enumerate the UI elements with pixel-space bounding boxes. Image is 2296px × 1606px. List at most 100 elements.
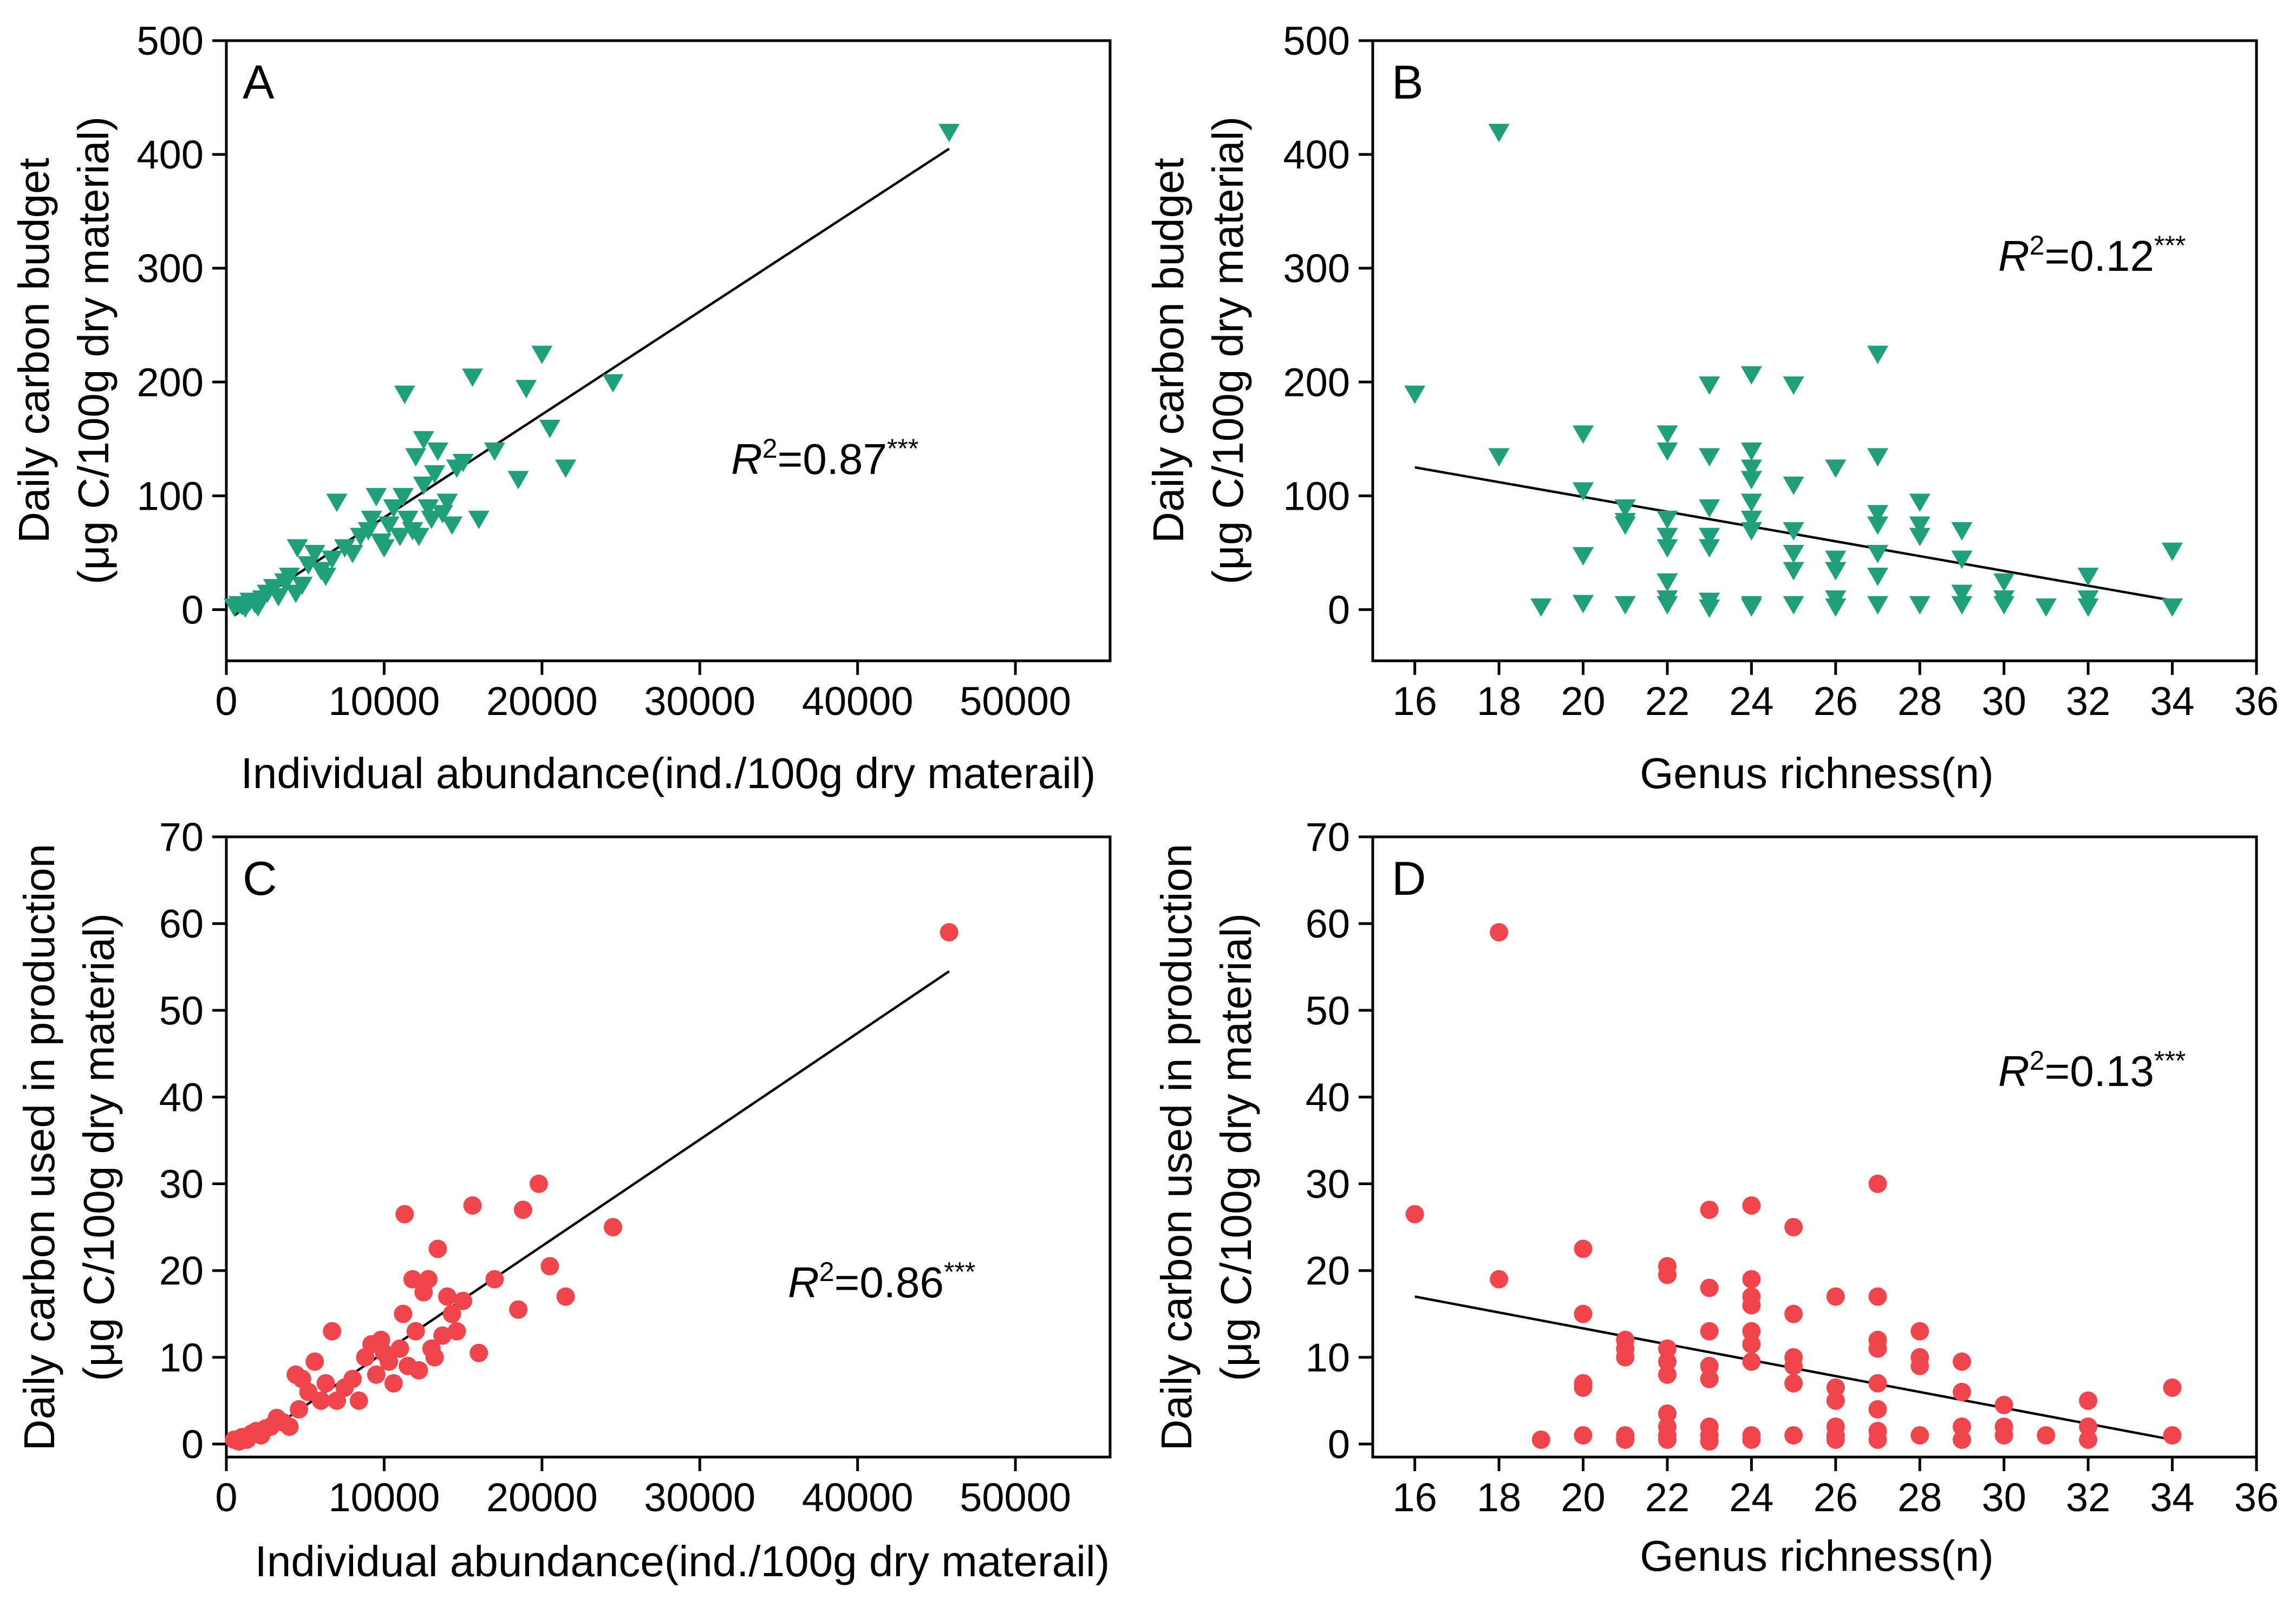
panel-a-r2-annotation: R2=0.87***: [731, 433, 918, 483]
panel-c-x-tick-label: 40000: [802, 1475, 914, 1520]
panel-c-y-tick-label: 30: [159, 1162, 204, 1207]
panel-d-data-point: [1784, 1426, 1803, 1445]
panel-d-axes-frame: [1371, 835, 2258, 1459]
panel-d-data-point: [2079, 1417, 2098, 1436]
panel-a-data-point: [361, 510, 382, 529]
panel-d-y-tick-label: 70: [1306, 815, 1350, 860]
panel-a-data-point: [555, 459, 577, 478]
panel-c-tick-labels: 0 10000 20000 30000 40000 50000 0 10 20 30 40 50 60 7…: [159, 815, 1071, 1520]
panel-d-data-point: [1742, 1296, 1761, 1315]
panel-b-data-point: [1783, 544, 1804, 563]
panel-b-data-point: [1573, 595, 1594, 614]
panel-c-data-point: [428, 1239, 447, 1258]
panel-a-y-axis-title-line1: Daily carbon budget: [10, 158, 58, 543]
panel-b-data-point: [1656, 510, 1678, 529]
panel-c: 0 10000 20000 30000 40000 50000 0 10 20 30 40 50 60 7…: [15, 815, 1112, 1585]
panel-c-x-tick-label: 10000: [329, 1475, 440, 1520]
panel-d-y-tick-label: 50: [1306, 988, 1350, 1033]
panel-d-x-tick-label: 18: [1477, 1475, 1521, 1520]
panel-d-ticks: [1359, 835, 2258, 1471]
panel-d-x-tick-label: 26: [1814, 1475, 1858, 1520]
panel-d-tick-labels: 16 18 20 22 24 26 28 30 32 34 36 0 10 20 30 40 50 60 70: [1306, 815, 2279, 1520]
panel-b-data-point: [1993, 573, 2015, 592]
panel-d-data-point: [1658, 1404, 1677, 1423]
panel-c-y-tick-label: 60: [159, 901, 204, 946]
panel-c-x-tick-label: 20000: [486, 1475, 598, 1520]
panel-b-data-point: [1656, 539, 1678, 558]
panel-b-data-point: [1740, 510, 1762, 529]
panel-a-data-point: [342, 544, 363, 563]
panel-d-data-point: [1574, 1239, 1593, 1258]
panel-a-data-point: [321, 550, 343, 569]
panel-a-data-point: [408, 528, 430, 547]
panel-c-data-point: [343, 1369, 362, 1388]
panel-c-y-tick-label: 40: [159, 1075, 204, 1120]
panel-d-x-tick-label: 22: [1645, 1475, 1690, 1520]
panel-a-ticks: [212, 39, 1017, 675]
panel-b-r2-exponent: 2: [2030, 230, 2045, 261]
panel-a-r2-symbol: R: [731, 435, 762, 483]
panel-b-data-point: [1825, 598, 1847, 617]
panel-b-data-point: [1783, 562, 1804, 581]
panel-c-r2-significance: ***: [944, 1257, 975, 1287]
panel-d-data-point: [1994, 1426, 2013, 1445]
panel-c-data-point: [469, 1343, 488, 1362]
panel-d-data-point: [1700, 1322, 1719, 1341]
panel-a-data-point: [452, 453, 474, 472]
panel-b-data-point: [1699, 448, 1720, 467]
panel-b-y-tick-label: 500: [1283, 18, 1350, 63]
panel-b-data-point: [1614, 516, 1636, 535]
panel-d-data-point: [1700, 1356, 1719, 1375]
panel-b-data-point: [1699, 599, 1720, 618]
panel-b-data-point: [1614, 596, 1636, 615]
panel-a-data-point: [286, 539, 308, 558]
panel-d-points: [1405, 923, 2182, 1451]
panel-c-x-axis-title: Individual abundance(ind./100g dry mater…: [255, 1537, 1110, 1585]
panel-b-x-tick-label: 30: [1982, 679, 2026, 724]
panel-a-y-tick-label: 200: [137, 360, 204, 405]
panel-c-data-point: [395, 1205, 414, 1224]
panel-b-y-axis-title-line1: Daily carbon budget: [1144, 158, 1192, 543]
panel-d-data-point: [1490, 1270, 1509, 1289]
panel-b-data-point: [1867, 596, 1889, 615]
panel-b-y-tick-label: 300: [1283, 246, 1350, 291]
panel-c-data-point: [940, 923, 958, 942]
panel-a: 0 10000 20000 30000 40000 50000 0 100 200 300 400 5…: [10, 18, 1112, 797]
panel-b-data-point: [1699, 539, 1720, 558]
panel-a-data-point: [938, 123, 960, 142]
panel-d-y-axis-title-line1: Daily carbon used in production: [1152, 844, 1201, 1451]
panel-b-tick-labels: 16 18 20 22 24 26 28 30 32 34 36 0 100 200 300 400 500: [1283, 18, 2279, 724]
panel-b-data-point: [1573, 482, 1594, 501]
panel-b-data-point: [1867, 346, 1889, 365]
panel-a-data-point: [392, 487, 414, 506]
panel-a-data-point: [418, 499, 439, 518]
panel-c-r2-annotation: R2=0.86***: [788, 1257, 975, 1306]
panel-a-r2-exponent: 2: [762, 433, 778, 464]
panel-c-y-axis-title-line1: Daily carbon used in production: [15, 844, 63, 1451]
panel-d-y-tick-label: 40: [1306, 1075, 1350, 1120]
panel-d-x-tick-label: 30: [1982, 1475, 2026, 1520]
panel-d-data-point: [1616, 1348, 1635, 1367]
panel-a-data-point: [413, 431, 434, 450]
panel-b-data-point: [1909, 493, 1930, 512]
panel-a-x-tick-label: 40000: [802, 679, 914, 724]
panel-c-regression-line: [241, 970, 950, 1449]
panel-b-x-tick-label: 22: [1645, 679, 1690, 724]
panel-d-y-axis-title-line2: (μg C/100g dry material): [1212, 913, 1260, 1381]
panel-b-data-point: [1867, 516, 1889, 535]
panel-b-x-tick-label: 20: [1561, 679, 1605, 724]
panel-a-y-tick-label: 400: [137, 132, 204, 177]
panel-d-r2-significance: ***: [2154, 1045, 2186, 1076]
panel-b-data-point: [1867, 448, 1889, 467]
panel-d-data-point: [2037, 1426, 2056, 1445]
panel-b-data-point: [1909, 516, 1930, 535]
panel-a-x-tick-label: 10000: [329, 679, 440, 724]
panel-d-data-point: [1826, 1391, 1845, 1410]
panel-d-x-tick-label: 24: [1729, 1475, 1773, 1520]
panel-c-data-point: [394, 1304, 413, 1323]
panel-b-data-point: [1656, 596, 1678, 615]
panel-d-data-point: [2163, 1378, 2182, 1397]
panel-d-data-point: [1490, 923, 1509, 942]
panel-a-data-point: [373, 539, 395, 558]
